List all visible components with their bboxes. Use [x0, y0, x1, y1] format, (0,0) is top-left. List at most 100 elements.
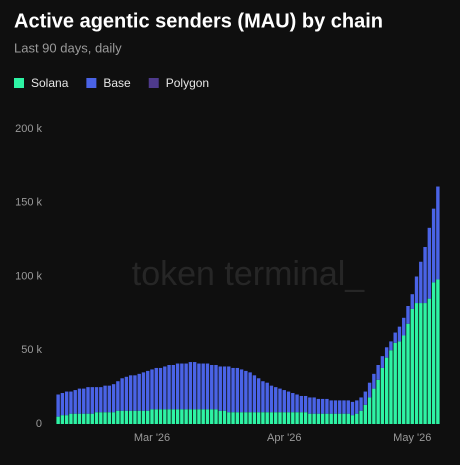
- bar-segment: [355, 413, 359, 424]
- bar-segment: [192, 409, 197, 424]
- bar-segment: [64, 391, 69, 416]
- bar-segment: [128, 375, 133, 411]
- bar-segment: [316, 413, 321, 424]
- bar-segment: [278, 388, 282, 413]
- bar-segment: [73, 390, 77, 414]
- bar-segment: [192, 362, 197, 410]
- bar-segment: [252, 412, 257, 424]
- bar-segment: [99, 412, 103, 424]
- bar-segment: [376, 379, 380, 424]
- bar-segment: [64, 415, 69, 424]
- bar-segment: [218, 366, 222, 411]
- legend-swatch: [14, 78, 24, 88]
- bar-segment: [308, 413, 312, 424]
- y-tick-label: 150 k: [15, 197, 42, 209]
- bar-segment: [299, 412, 304, 424]
- bar-segment: [402, 317, 406, 336]
- bar-segment: [286, 391, 291, 413]
- bar-segment: [154, 409, 158, 424]
- y-tick-label: 100 k: [15, 270, 42, 282]
- bar-segment: [73, 413, 77, 424]
- bar-segment: [197, 363, 201, 410]
- bar-segment: [141, 410, 146, 424]
- bar-segment: [90, 387, 94, 414]
- bar-segment: [201, 363, 205, 410]
- bar-segment: [146, 370, 150, 411]
- legend-label: Solana: [31, 76, 69, 90]
- bar-segment: [252, 375, 257, 413]
- bar-segment: [372, 388, 376, 424]
- bar-segment: [410, 294, 414, 309]
- bar-segment: [235, 367, 240, 413]
- bar-segment: [214, 365, 218, 410]
- chart-title: Active agentic senders (MAU) by chain: [14, 10, 383, 32]
- watermark: token terminal_: [132, 255, 366, 293]
- bar-segment: [295, 412, 299, 424]
- bar-segment: [406, 323, 410, 424]
- bar-segment: [218, 410, 222, 424]
- bar-segment: [86, 387, 90, 414]
- bar-segment: [188, 362, 193, 410]
- bar-segment: [103, 385, 107, 413]
- bar-segment: [350, 415, 355, 424]
- bar-segment: [303, 395, 308, 413]
- bar-segment: [77, 388, 82, 414]
- bar-segment: [214, 409, 218, 424]
- bar-segment: [56, 394, 60, 417]
- bar-segment: [116, 410, 120, 424]
- bar-segment: [171, 409, 176, 424]
- bar-segment: [69, 391, 73, 414]
- bar-segment: [269, 412, 274, 424]
- bar-segment: [154, 367, 158, 410]
- bar-segment: [269, 385, 274, 413]
- bar-segment: [248, 372, 252, 413]
- bar-segment: [423, 247, 427, 304]
- x-tick-label: May '26: [393, 432, 431, 444]
- bar-segment: [376, 365, 380, 380]
- bar-segment: [137, 410, 141, 424]
- bar-segment: [316, 398, 321, 414]
- bar-segment: [163, 409, 167, 424]
- bar-segment: [90, 413, 94, 424]
- bar-segment: [350, 401, 355, 416]
- bar-segment: [171, 365, 176, 410]
- bar-segment: [333, 413, 338, 424]
- legend-label: Polygon: [166, 76, 209, 90]
- bar-segment: [222, 410, 227, 424]
- bar-segment: [329, 413, 333, 424]
- bar-segment: [248, 412, 252, 424]
- legend-label: Base: [103, 76, 131, 90]
- bar-segment: [184, 363, 188, 410]
- bar-segment: [320, 413, 325, 424]
- bar-segment: [210, 365, 214, 410]
- x-tick-label: Apr '26: [267, 432, 302, 444]
- bar-segment: [410, 308, 414, 424]
- bar-segment: [342, 400, 346, 414]
- bar-segment: [111, 412, 116, 424]
- bar-segment: [414, 303, 419, 424]
- bar-segment: [103, 412, 107, 424]
- bar-segment: [69, 413, 73, 424]
- bar-segment: [94, 412, 99, 424]
- bar-segment: [367, 382, 372, 398]
- bar-segment: [56, 416, 60, 424]
- bar-segment: [222, 366, 227, 411]
- bar-segment: [188, 409, 193, 424]
- bar-segment: [107, 385, 112, 413]
- bar-segment: [205, 363, 210, 410]
- bar-segment: [231, 367, 235, 413]
- bar-segment: [141, 372, 146, 411]
- bar-segment: [235, 412, 240, 424]
- bar-segment: [133, 375, 137, 411]
- bar-segment: [282, 412, 286, 424]
- bar-segment: [363, 404, 368, 424]
- bar-segment: [278, 412, 282, 424]
- bar-segment: [402, 335, 406, 424]
- bar-segment: [150, 369, 154, 410]
- bar-segment: [227, 412, 231, 424]
- bar-segment: [291, 412, 295, 424]
- bar-segment: [94, 387, 99, 413]
- bar-segment: [431, 208, 436, 283]
- bar-segment: [120, 378, 124, 411]
- bar-segment: [431, 282, 436, 424]
